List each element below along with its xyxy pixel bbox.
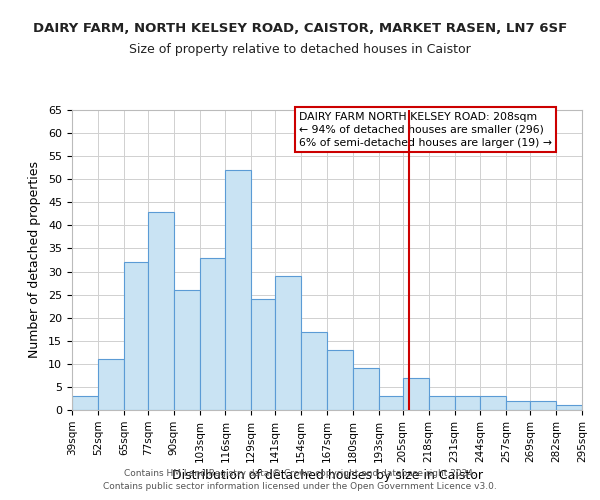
- Bar: [199, 258, 226, 410]
- Bar: [98, 359, 124, 410]
- Bar: [301, 332, 327, 410]
- Y-axis label: Number of detached properties: Number of detached properties: [28, 162, 41, 358]
- Bar: [556, 406, 582, 410]
- Bar: [428, 396, 455, 410]
- Text: DAIRY FARM NORTH KELSEY ROAD: 208sqm
← 94% of detached houses are smaller (296)
: DAIRY FARM NORTH KELSEY ROAD: 208sqm ← 9…: [299, 112, 552, 148]
- Bar: [275, 276, 301, 410]
- Bar: [481, 396, 506, 410]
- Bar: [124, 262, 148, 410]
- Text: DAIRY FARM, NORTH KELSEY ROAD, CAISTOR, MARKET RASEN, LN7 6SF: DAIRY FARM, NORTH KELSEY ROAD, CAISTOR, …: [33, 22, 567, 36]
- Bar: [353, 368, 379, 410]
- X-axis label: Distribution of detached houses by size in Caistor: Distribution of detached houses by size …: [172, 469, 482, 482]
- Bar: [251, 299, 275, 410]
- Bar: [403, 378, 428, 410]
- Text: Contains public sector information licensed under the Open Government Licence v3: Contains public sector information licen…: [103, 482, 497, 491]
- Bar: [173, 290, 199, 410]
- Bar: [455, 396, 481, 410]
- Text: Contains HM Land Registry data © Crown copyright and database right 2024.: Contains HM Land Registry data © Crown c…: [124, 468, 476, 477]
- Bar: [506, 401, 530, 410]
- Bar: [148, 212, 173, 410]
- Text: Size of property relative to detached houses in Caistor: Size of property relative to detached ho…: [129, 42, 471, 56]
- Bar: [226, 170, 251, 410]
- Bar: [327, 350, 353, 410]
- Bar: [530, 401, 556, 410]
- Bar: [72, 396, 98, 410]
- Bar: [379, 396, 403, 410]
